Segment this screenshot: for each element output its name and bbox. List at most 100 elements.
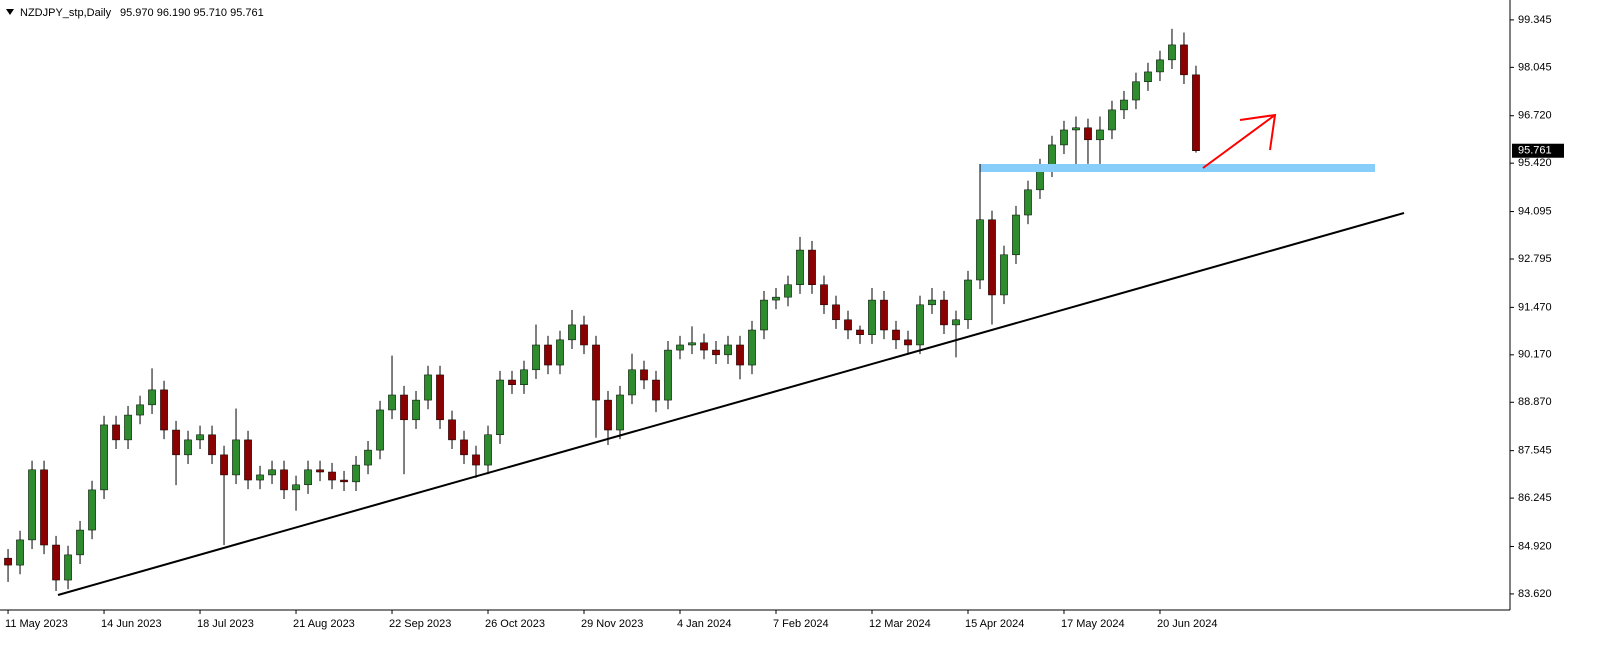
x-tick-label: 20 Jun 2024: [1157, 618, 1218, 630]
menu-triangle: [6, 9, 14, 15]
candle-body: [196, 434, 204, 441]
ohlc-header: 95.970 96.190 95.710 95.761: [120, 7, 264, 19]
candle-body: [28, 469, 36, 541]
candle-body: [736, 344, 744, 366]
x-tick-label: 11 May 2023: [5, 618, 68, 630]
candle-body: [400, 394, 408, 421]
candle-body: [592, 344, 600, 401]
candle-body: [424, 374, 432, 401]
y-tick-label: 99.345: [1518, 14, 1552, 26]
plot-area: [4, 28, 1200, 592]
candle-body: [832, 304, 840, 321]
candle-body: [460, 439, 468, 456]
candle-body: [880, 299, 888, 331]
candle-body: [988, 219, 996, 296]
x-tick-label: 21 Aug 2023: [293, 618, 355, 630]
candle-body: [328, 471, 336, 481]
y-tick-label: 84.920: [1518, 540, 1552, 552]
candle-body: [412, 399, 420, 421]
candle-body: [1060, 129, 1068, 146]
candle-body: [868, 299, 876, 336]
candle-body: [40, 469, 48, 546]
candle-body: [772, 296, 780, 301]
candle-body: [664, 349, 672, 401]
candle-body: [220, 454, 228, 476]
candle-body: [724, 344, 732, 356]
candle-body: [928, 299, 936, 306]
candle-body: [100, 424, 108, 491]
candle-body: [172, 429, 180, 456]
price-label: 95.761: [1518, 145, 1552, 157]
x-tick-label: 14 Jun 2023: [101, 618, 162, 630]
candle-body: [1012, 214, 1020, 256]
chart-title: NZDJPY_stp,Daily: [20, 7, 112, 19]
candle-body: [652, 379, 660, 401]
candle-body: [1108, 109, 1116, 131]
candle-body: [568, 324, 576, 341]
candle-body: [1132, 81, 1140, 101]
candle-body: [976, 219, 984, 281]
y-tick-label: 98.045: [1518, 61, 1552, 73]
candle-body: [1144, 71, 1152, 83]
candle-body: [628, 369, 636, 396]
candle-body: [376, 409, 384, 451]
x-tick-label: 7 Feb 2024: [773, 618, 829, 630]
y-tick-label: 88.870: [1518, 396, 1552, 408]
candle-body: [712, 349, 720, 356]
candle-body: [52, 544, 60, 581]
candle-body: [1072, 127, 1080, 131]
candle-body: [916, 304, 924, 346]
candle-body: [4, 557, 12, 566]
candle-body: [688, 342, 696, 346]
y-tick-label: 91.470: [1518, 301, 1552, 313]
candle-body: [64, 554, 72, 581]
candle-body: [700, 342, 708, 351]
candle-body: [268, 469, 276, 476]
candle-body: [604, 399, 612, 431]
candle-body: [1084, 127, 1092, 141]
candle-body: [892, 329, 900, 341]
y-tick-label: 90.170: [1518, 349, 1552, 361]
x-tick-label: 29 Nov 2023: [581, 618, 643, 630]
candle-body: [316, 469, 324, 473]
y-tick-label: 87.545: [1518, 445, 1552, 457]
candle-body: [544, 344, 552, 366]
x-tick-label: 17 May 2024: [1061, 618, 1125, 630]
x-tick-label: 22 Sep 2023: [389, 618, 451, 630]
candle-body: [676, 344, 684, 351]
candle-body: [388, 394, 396, 411]
candle-body: [496, 379, 504, 436]
y-tick-label: 95.420: [1518, 157, 1552, 169]
candle-body: [796, 249, 804, 285]
x-tick-label: 26 Oct 2023: [485, 618, 545, 630]
candle-body: [88, 489, 96, 531]
y-tick-label: 83.620: [1518, 588, 1552, 600]
x-tick-label: 12 Mar 2024: [869, 618, 931, 630]
candle-body: [136, 404, 144, 416]
candle-body: [1180, 44, 1188, 76]
candle-body: [820, 284, 828, 306]
candle-body: [844, 319, 852, 331]
candle-body: [1192, 74, 1200, 151]
y-tick-label: 94.095: [1518, 205, 1552, 217]
candle-body: [580, 324, 588, 346]
candle-body: [640, 369, 648, 381]
candle-body: [124, 414, 132, 441]
candle-body: [352, 464, 360, 483]
candle-body: [232, 439, 240, 476]
candle-body: [784, 284, 792, 298]
candle-body: [616, 394, 624, 431]
candle-body: [112, 424, 120, 441]
candle-body: [508, 379, 516, 386]
candle-body: [1120, 99, 1128, 111]
candle-body: [532, 344, 540, 371]
candle-body: [304, 469, 312, 486]
candle-body: [16, 539, 24, 566]
x-tick-label: 18 Jul 2023: [197, 618, 254, 630]
y-tick-label: 92.795: [1518, 253, 1552, 265]
y-tick-label: 96.720: [1518, 110, 1552, 122]
candle-body: [244, 439, 252, 481]
candle-body: [1000, 254, 1008, 296]
